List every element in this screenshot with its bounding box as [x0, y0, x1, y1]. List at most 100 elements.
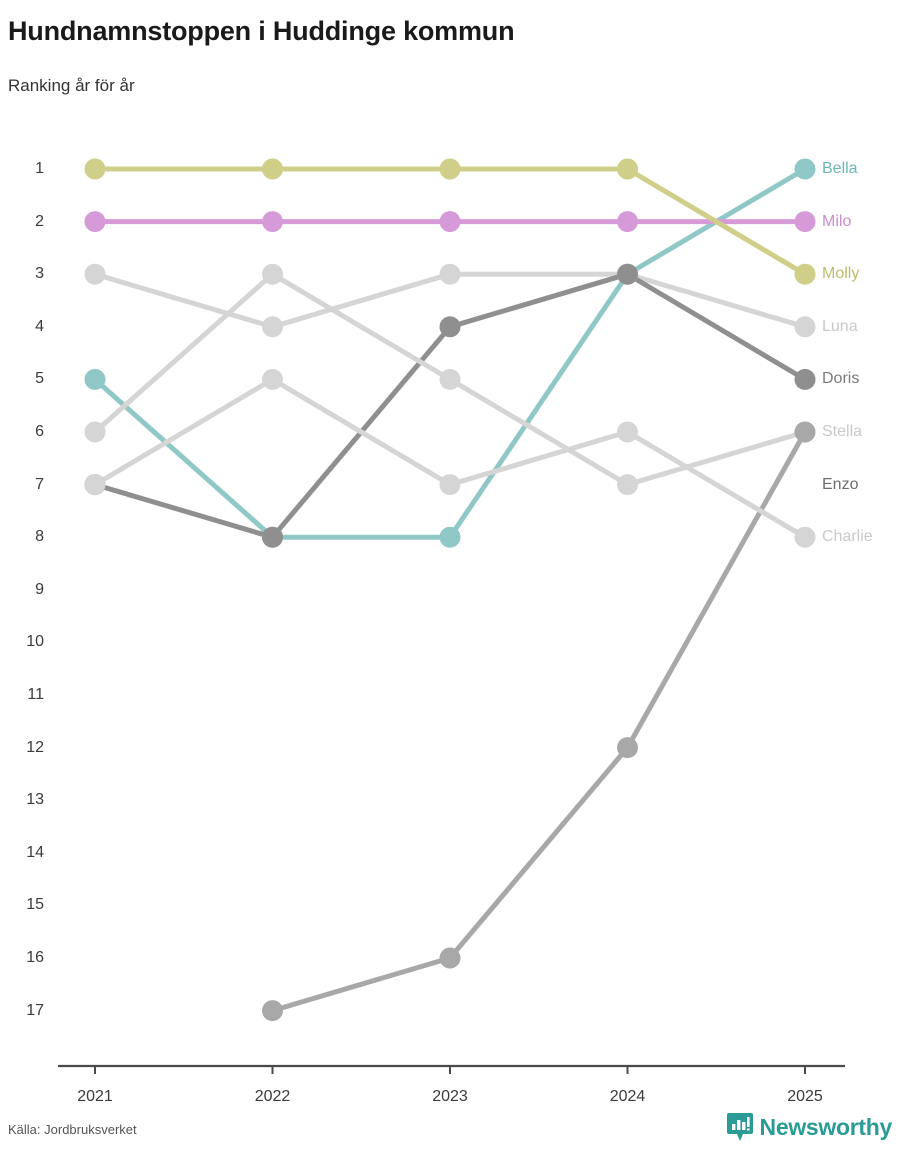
y-axis-tick-2: 2: [35, 212, 44, 230]
data-point-doris-2022: [262, 526, 283, 548]
y-axis-tick-14: 14: [26, 843, 44, 861]
data-point-stella-2021: [84, 421, 106, 443]
data-point-stella-2025: [794, 421, 816, 443]
y-axis-tick-15: 15: [26, 896, 44, 914]
brand-name: Newsworthy: [759, 1113, 893, 1140]
series-line-enzo: [270, 955, 453, 1014]
data-point-enzo-2023: [439, 947, 461, 969]
data-point-luna-2024: [617, 263, 638, 285]
series-label-luna: Luna: [822, 317, 858, 335]
y-axis-tick-8: 8: [35, 528, 44, 546]
data-point-molly-2022: [262, 158, 283, 180]
series-label-bella: Bella: [822, 160, 858, 177]
data-point-bella-2022: [262, 526, 283, 548]
data-point-enzo-2022: [262, 1000, 283, 1022]
data-point-luna-2025: [794, 316, 816, 338]
data-point-enzo-2025: [794, 421, 816, 443]
series-line-luna: [92, 271, 275, 330]
y-axis-tick-12: 12: [26, 738, 44, 756]
y-axis-tick-6: 6: [35, 423, 44, 440]
data-point-luna-2023: [439, 263, 461, 285]
series-line-doris: [625, 271, 808, 382]
brand-logo[interactable]: Newsworthy: [726, 1112, 893, 1142]
data-point-doris-2025: [794, 368, 816, 390]
data-point-milo-2025: [794, 211, 816, 233]
data-point-doris-2023: [439, 316, 461, 338]
bar-chart-bubble-icon: [726, 1113, 753, 1141]
data-point-bella-2023: [439, 526, 461, 548]
data-point-milo-2024: [617, 211, 638, 233]
series-line-luna: [625, 271, 808, 330]
y-axis-tick-16: 16: [26, 949, 44, 966]
data-point-enzo-2024: [617, 737, 638, 759]
data-point-stella-2023: [439, 368, 461, 390]
series-line-stella: [447, 376, 630, 488]
data-point-milo-2021: [84, 211, 106, 233]
x-axis-tick-label-2021: 2021: [77, 1088, 113, 1105]
series-markers: [84, 158, 816, 1022]
series-line-charlie: [270, 376, 453, 488]
y-axis-tick-5: 5: [35, 370, 44, 388]
y-axis-tick-3: 3: [35, 265, 44, 283]
data-point-molly-2025: [794, 263, 816, 285]
x-axis-tick-label-2025: 2025: [787, 1088, 823, 1105]
data-point-doris-2021: [84, 474, 106, 496]
series-line-stella: [625, 429, 808, 488]
y-axis-tick-13: 13: [26, 791, 44, 809]
data-point-milo-2023: [439, 211, 461, 233]
series-line-luna: [270, 271, 453, 330]
series-line-enzo: [447, 745, 630, 961]
y-axis-tick-4: 4: [35, 317, 44, 335]
x-axis-ticks: [94, 1066, 806, 1074]
data-point-luna-2021: [84, 263, 106, 285]
series-line-bella: [625, 166, 808, 277]
y-axis-tick-17: 17: [26, 1001, 44, 1019]
series-line-charlie: [92, 376, 275, 488]
series-label-doris: Doris: [822, 370, 860, 388]
x-axis-tick-label-2024: 2024: [609, 1088, 646, 1105]
x-axis-tick-label-2022: 2022: [254, 1088, 291, 1105]
y-axis-tick-10: 10: [26, 633, 44, 651]
data-point-charlie-2024: [617, 421, 638, 443]
source-note: Källa: Jordbruksverket: [8, 1122, 137, 1137]
series-label-stella: Stella: [822, 423, 863, 440]
y-axis-tick-11: 11: [27, 686, 44, 703]
x-axis-tick-label-2023: 2023: [432, 1088, 468, 1105]
data-point-bella-2021: [84, 368, 106, 390]
data-point-bella-2025: [794, 158, 816, 180]
data-point-molly-2021: [84, 158, 106, 180]
data-point-charlie-2021: [84, 474, 106, 496]
series-lines: [92, 166, 808, 1014]
series-line-doris: [92, 482, 275, 540]
series-line-doris: [447, 271, 630, 330]
series-line-doris: [270, 324, 453, 540]
series-label-milo: Milo: [822, 212, 852, 230]
data-point-stella-2024: [617, 474, 638, 496]
y-axis-tick-1: 1: [35, 160, 44, 177]
series-line-charlie: [625, 429, 808, 540]
y-axis-tick-7: 7: [35, 475, 44, 493]
data-point-bella-2024: [617, 263, 638, 285]
data-point-milo-2022: [262, 211, 283, 233]
page-title: Hundnamnstoppen i Huddinge kommun: [8, 16, 515, 46]
series-line-bella: [92, 376, 275, 540]
series-line-molly: [625, 166, 808, 277]
series-line-stella: [92, 271, 275, 435]
series-line-charlie: [447, 429, 630, 488]
series-label-molly: Molly: [822, 265, 860, 283]
data-point-charlie-2022: [262, 368, 283, 390]
data-point-doris-2024: [617, 263, 638, 285]
data-point-luna-2022: [262, 316, 283, 338]
series-label-enzo: Enzo: [822, 475, 859, 493]
data-point-charlie-2023: [439, 474, 461, 496]
chart-subtitle: Ranking år för år: [8, 76, 135, 95]
data-point-stella-2022: [262, 263, 283, 285]
data-point-molly-2023: [439, 158, 461, 180]
series-line-bella: [447, 271, 630, 540]
y-axis-tick-9: 9: [35, 580, 44, 598]
series-line-stella: [270, 271, 453, 382]
data-point-molly-2024: [617, 158, 638, 180]
data-point-charlie-2025: [794, 526, 816, 548]
series-label-charlie: Charlie: [822, 528, 873, 546]
